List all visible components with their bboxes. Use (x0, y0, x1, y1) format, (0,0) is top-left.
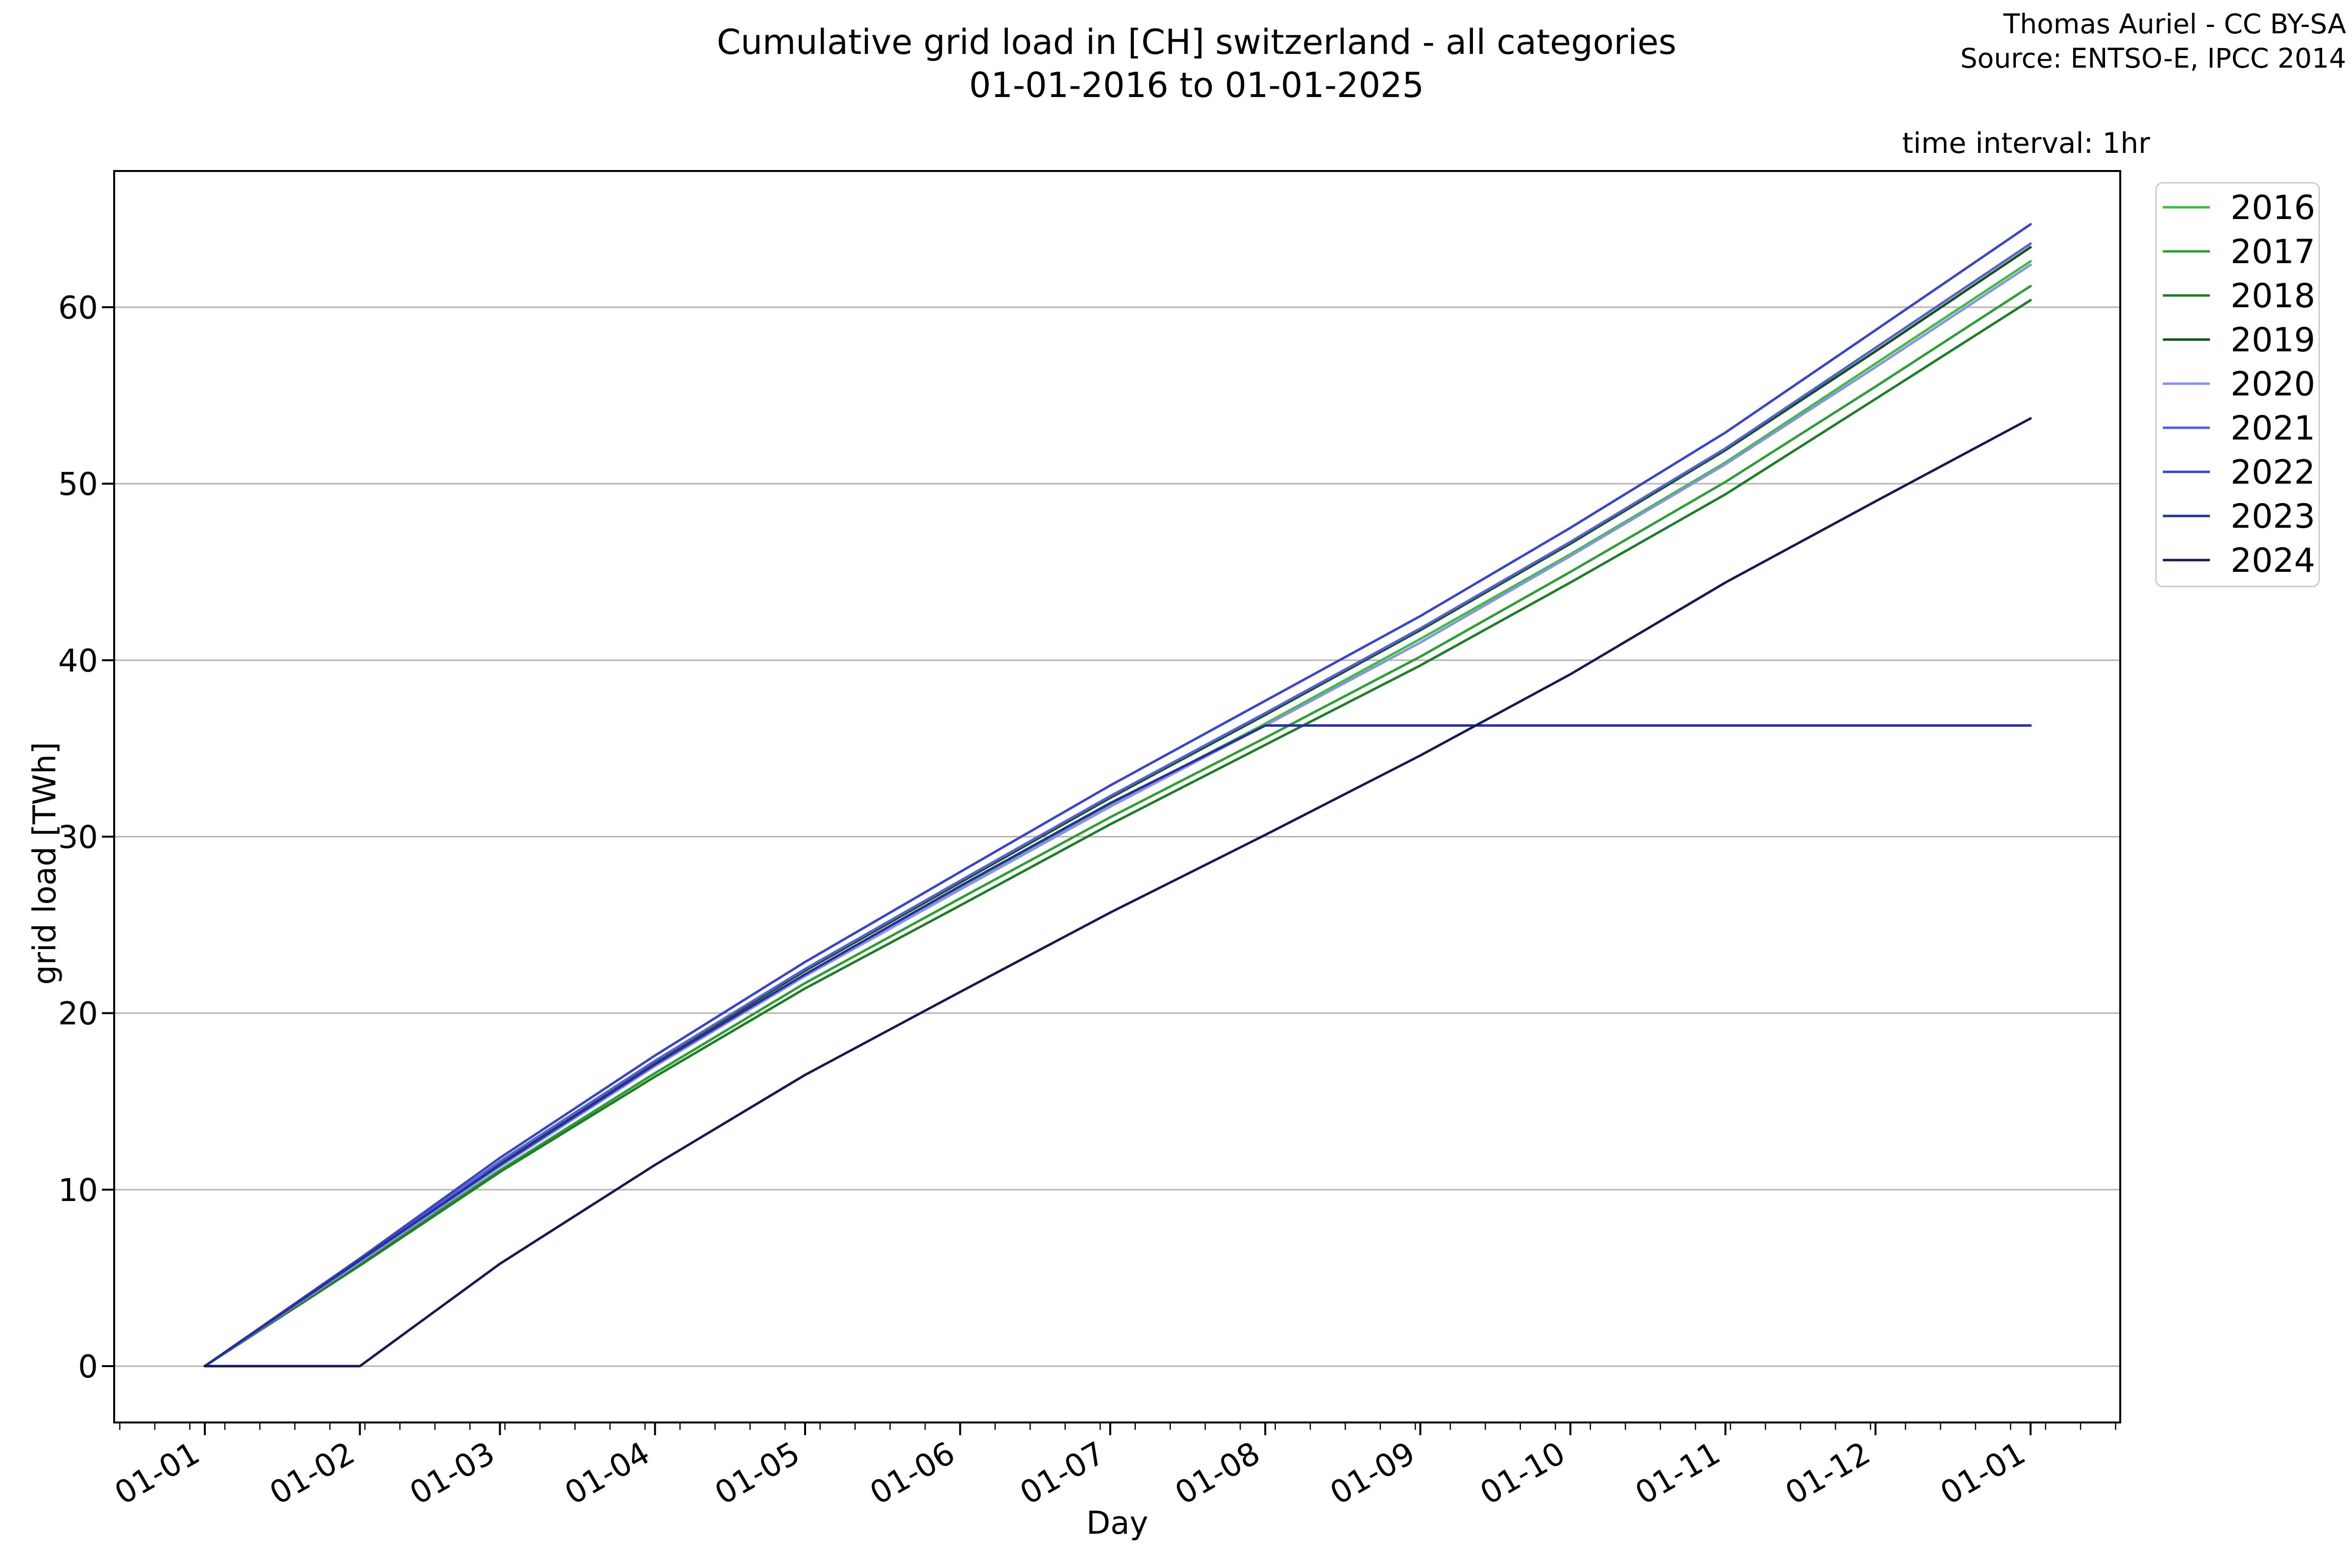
x-axis-ticks: 01-01 01-02 01-03 01-04 01-05 01-06 01-07 01-08… (109, 1422, 2032, 1512)
x-tick-label-7: 01-08 (1169, 1435, 1266, 1512)
legend-label-2024: 2024 (2230, 541, 2315, 580)
time-interval-note: time interval: 1hr (1902, 126, 2150, 160)
legend-label-2022: 2022 (2230, 453, 2315, 492)
x-tick-label-12: 01-01 (1935, 1435, 2032, 1512)
y-tick-label-0: 0 (78, 1349, 98, 1385)
y-axis-label: grid load [TWh] (27, 742, 63, 985)
legend-label-2018: 2018 (2230, 277, 2315, 316)
legend-item-2024: 2024 (2163, 541, 2315, 580)
attribution-author: Thomas Auriel - CC BY-SA (2003, 8, 2346, 40)
x-tick-label-9: 01-10 (1474, 1435, 1571, 1512)
legend-label-2017: 2017 (2230, 233, 2315, 271)
legend-box (2155, 182, 2320, 588)
series-line-2019 (203, 246, 2032, 1368)
legend-item-2023: 2023 (2163, 497, 2315, 536)
legend-item-2019: 2019 (2163, 321, 2315, 360)
x-tick-label-1: 01-02 (264, 1435, 361, 1512)
x-tick-label-6: 01-07 (1014, 1435, 1111, 1512)
legend-item-2022: 2022 (2163, 453, 2315, 492)
series-line-2020 (203, 264, 2032, 1368)
legend-label-2023: 2023 (2230, 497, 2315, 536)
y-tick-label-60: 60 (58, 290, 98, 326)
legend-item-2018: 2018 (2163, 277, 2315, 316)
x-tick-label-2: 01-03 (404, 1435, 501, 1512)
y-tick-label-10: 10 (58, 1173, 98, 1209)
legend-item-2021: 2021 (2163, 409, 2315, 448)
x-tick-label-0: 01-01 (109, 1435, 206, 1512)
series-line-2021 (203, 242, 2032, 1368)
x-tick-label-10: 01-11 (1629, 1435, 1726, 1512)
legend-item-2017: 2017 (2163, 233, 2315, 271)
chart-title: Cumulative grid load in [CH] switzerland… (717, 21, 1677, 107)
y-tick-label-50: 50 (58, 466, 98, 503)
x-tick-label-4: 01-05 (709, 1435, 806, 1512)
y-tick-label-30: 30 (58, 819, 98, 856)
series-lines (203, 223, 2032, 1368)
x-tick-label-5: 01-06 (864, 1435, 961, 1512)
x-tick-label-8: 01-09 (1324, 1435, 1421, 1512)
plot-frame (113, 170, 2121, 1423)
legend: 2016 2017 2018 2019 2020 2021 2022 2023 2024 (2155, 182, 2320, 588)
y-tick-label-20: 20 (58, 996, 98, 1032)
legend-label-2020: 2020 (2230, 365, 2315, 404)
x-minor-ticks (119, 1422, 2116, 1430)
attribution: Thomas Auriel - CC BY-SA Source: ENTSO-E… (1960, 7, 2346, 75)
x-tick-label-3: 01-04 (559, 1435, 656, 1512)
series-line-2024 (203, 417, 2032, 1368)
y-tick-label-40: 40 (58, 643, 98, 679)
series-line-2023 (203, 724, 2032, 1368)
x-tick-label-11: 01-12 (1779, 1435, 1876, 1512)
series-line-2022 (203, 223, 2032, 1368)
legend-label-2019: 2019 (2230, 321, 2315, 360)
attribution-source: Source: ENTSO-E, IPCC 2014 (1960, 43, 2346, 74)
legend-item-2016: 2016 (2163, 189, 2315, 227)
legend-label-2021: 2021 (2230, 409, 2315, 448)
legend-item-2020: 2020 (2163, 365, 2315, 404)
y-axis-ticks: 0 10 20 30 40 50 60 (58, 290, 114, 1385)
chart-title-line2: 01-01-2016 to 01-01-2025 (969, 65, 1424, 105)
legend-label-2016: 2016 (2230, 189, 2315, 227)
series-line-2017 (203, 285, 2032, 1368)
x-axis-label: Day (1086, 1505, 1149, 1542)
y-gridlines (114, 306, 2120, 1367)
series-line-2018 (203, 299, 2032, 1368)
chart-title-line1: Cumulative grid load in [CH] switzerland… (716, 22, 1677, 62)
